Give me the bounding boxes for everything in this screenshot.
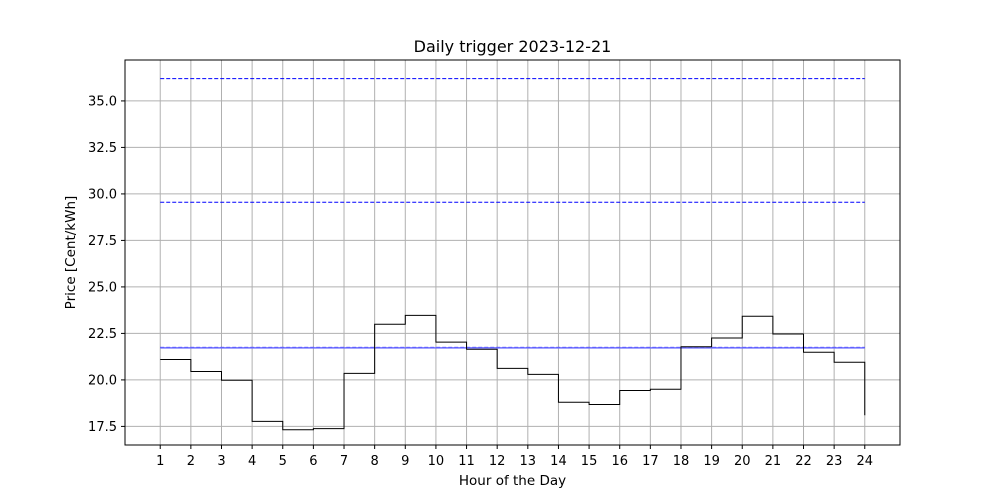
x-tick-label: 9 — [401, 454, 409, 469]
x-tick-label: 18 — [673, 454, 690, 469]
x-tick-label: 8 — [371, 454, 379, 469]
x-tick-label: 22 — [795, 454, 812, 469]
x-tick-label: 12 — [489, 454, 506, 469]
price-step-line — [160, 314, 866, 431]
x-tick-label: 3 — [217, 454, 225, 469]
x-tick-label: 23 — [826, 454, 843, 469]
x-tick-label: 20 — [734, 454, 751, 469]
y-axis-label: Price [Cent/kWh] — [63, 196, 79, 310]
x-tick-label: 13 — [520, 454, 537, 469]
y-tick-label: 27.5 — [88, 234, 117, 249]
x-tick-label: 7 — [340, 454, 348, 469]
x-tick-label: 11 — [458, 454, 475, 469]
y-tick-label: 20.0 — [88, 373, 117, 388]
x-tick-label: 5 — [279, 454, 287, 469]
grid — [125, 60, 900, 445]
x-tick-label: 21 — [765, 454, 782, 469]
x-axis-label: Hour of the Day — [459, 473, 566, 489]
y-tick-label: 25.0 — [88, 280, 117, 295]
x-tick-label: 4 — [248, 454, 256, 469]
chart-title: Daily trigger 2023-12-21 — [414, 37, 612, 56]
y-tick-label: 30.0 — [88, 187, 117, 202]
y-tick-label: 17.5 — [88, 420, 117, 435]
y-tick-label: 32.5 — [88, 141, 117, 156]
x-tick-label: 16 — [611, 454, 628, 469]
x-tick-label: 17 — [642, 454, 659, 469]
x-tick-label: 24 — [856, 454, 873, 469]
reference-lines — [160, 78, 865, 349]
x-tick-label: 1 — [156, 454, 164, 469]
y-tick-label: 22.5 — [88, 327, 117, 342]
x-tick-label: 6 — [309, 454, 317, 469]
x-tick-label: 19 — [703, 454, 720, 469]
plot-frame — [124, 59, 901, 446]
x-tick-label: 15 — [581, 454, 598, 469]
x-tick-label: 14 — [550, 454, 567, 469]
x-tick-label: 2 — [187, 454, 195, 469]
x-axis: 1 2 3 4 5 6 7 8 9 10 11 12 13 14 15 16 17 18 19 20 21 22 23 24 — [156, 445, 873, 469]
x-tick-label: 10 — [428, 454, 445, 469]
price-series — [160, 314, 866, 431]
y-axis: 17.5 20.0 22.5 25.0 27.5 30.0 32.5 35.0 — [88, 94, 125, 435]
y-tick-label: 35.0 — [88, 94, 117, 109]
